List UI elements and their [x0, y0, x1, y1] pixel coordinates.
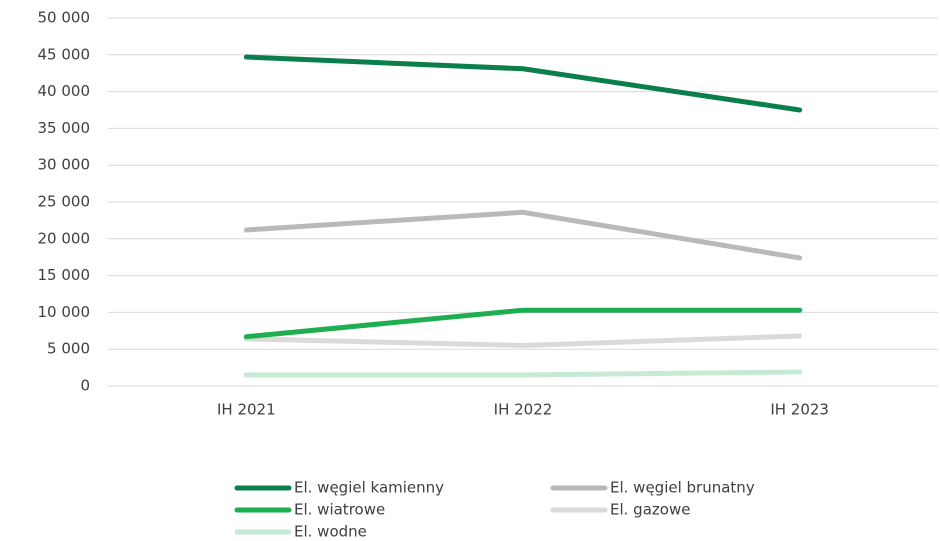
y-tick-label: 0 — [80, 377, 90, 395]
y-tick-label: 40 000 — [38, 82, 91, 100]
y-tick-label: 5 000 — [47, 340, 90, 358]
legend-label: El. wodne — [294, 523, 367, 541]
series-line — [243, 209, 803, 261]
y-tick-label: 30 000 — [38, 156, 91, 174]
y-tick-label: 10 000 — [38, 303, 91, 321]
legend-label: El. węgiel brunatny — [610, 479, 755, 497]
series-line — [243, 369, 803, 378]
y-tick-label: 25 000 — [38, 193, 91, 211]
y-tick-label: 35 000 — [38, 119, 91, 137]
x-tick-label: IH 2023 — [770, 401, 829, 419]
y-tick-label: 50 000 — [38, 9, 91, 27]
series-line — [243, 333, 803, 349]
y-tick-label: 15 000 — [38, 266, 91, 284]
legend-label: El. wiatrowe — [294, 501, 385, 519]
x-tick-label: IH 2022 — [494, 401, 553, 419]
series-line — [243, 307, 803, 340]
y-tick-label: 20 000 — [38, 229, 91, 247]
legend-label: El. gazowe — [610, 501, 690, 519]
y-tick-label: 45 000 — [38, 45, 91, 63]
x-tick-label: IH 2021 — [217, 401, 276, 419]
legend-label: El. węgiel kamienny — [294, 479, 444, 497]
series-line — [243, 54, 803, 113]
